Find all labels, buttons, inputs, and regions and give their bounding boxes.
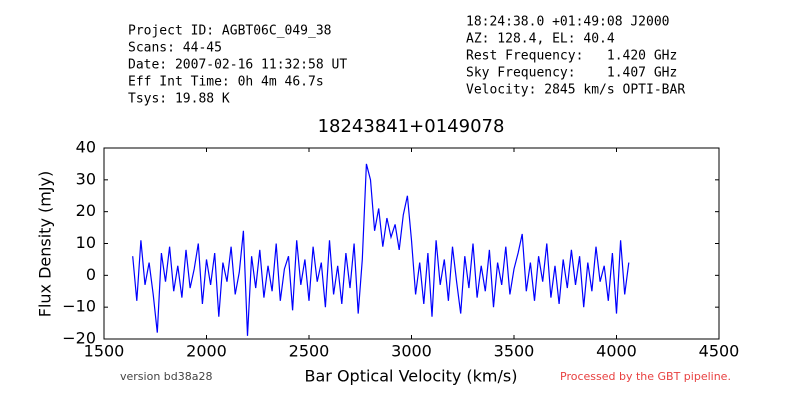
y-tick-label: 30: [76, 169, 96, 188]
y-tick-label: −20: [62, 329, 96, 348]
spectrum-line: [132, 163, 630, 336]
header-line: Eff Int Time: 0h 4m 46.7s: [128, 75, 324, 90]
x-tick-label: 3000: [391, 342, 432, 361]
header-line: Scans: 44-45: [128, 41, 222, 56]
x-tick-label: 4000: [596, 342, 637, 361]
version-label: version bd38a28: [120, 370, 213, 383]
header-line: AZ: 128.4, EL: 40.4: [466, 32, 615, 47]
x-tick-label: 1500: [84, 342, 125, 361]
header-line: Velocity: 2845 km/s OPTI-BAR: [466, 83, 685, 98]
header-line: Date: 2007-02-16 11:32:58 UT: [128, 58, 347, 73]
header-line: Tsys: 19.88 K: [128, 92, 230, 107]
header-line: Sky Frequency: 1.407 GHz: [466, 66, 677, 81]
y-tick-label: −10: [62, 297, 96, 316]
x-tick-label: 4500: [699, 342, 740, 361]
y-tick-label: 20: [76, 201, 96, 220]
header-line: Project ID: AGBT06C_049_38: [128, 24, 332, 39]
x-tick-label: 2000: [186, 342, 227, 361]
y-tick-label: 40: [76, 138, 96, 157]
pipeline-note: Processed by the GBT pipeline.: [560, 370, 731, 383]
x-tick-label: 3500: [494, 342, 535, 361]
y-tick-label: 0: [86, 265, 96, 284]
x-tick-label: 2500: [289, 342, 330, 361]
x-axis-label: Bar Optical Velocity (km/s): [305, 367, 518, 386]
chart-title: 18243841+0149078: [318, 116, 505, 137]
y-tick-label: 10: [76, 233, 96, 252]
header-line: Rest Frequency: 1.420 GHz: [466, 49, 677, 64]
header-line: 18:24:38.0 +01:49:08 J2000: [466, 15, 670, 30]
y-axis-label: Flux Density (mJy): [36, 171, 55, 318]
